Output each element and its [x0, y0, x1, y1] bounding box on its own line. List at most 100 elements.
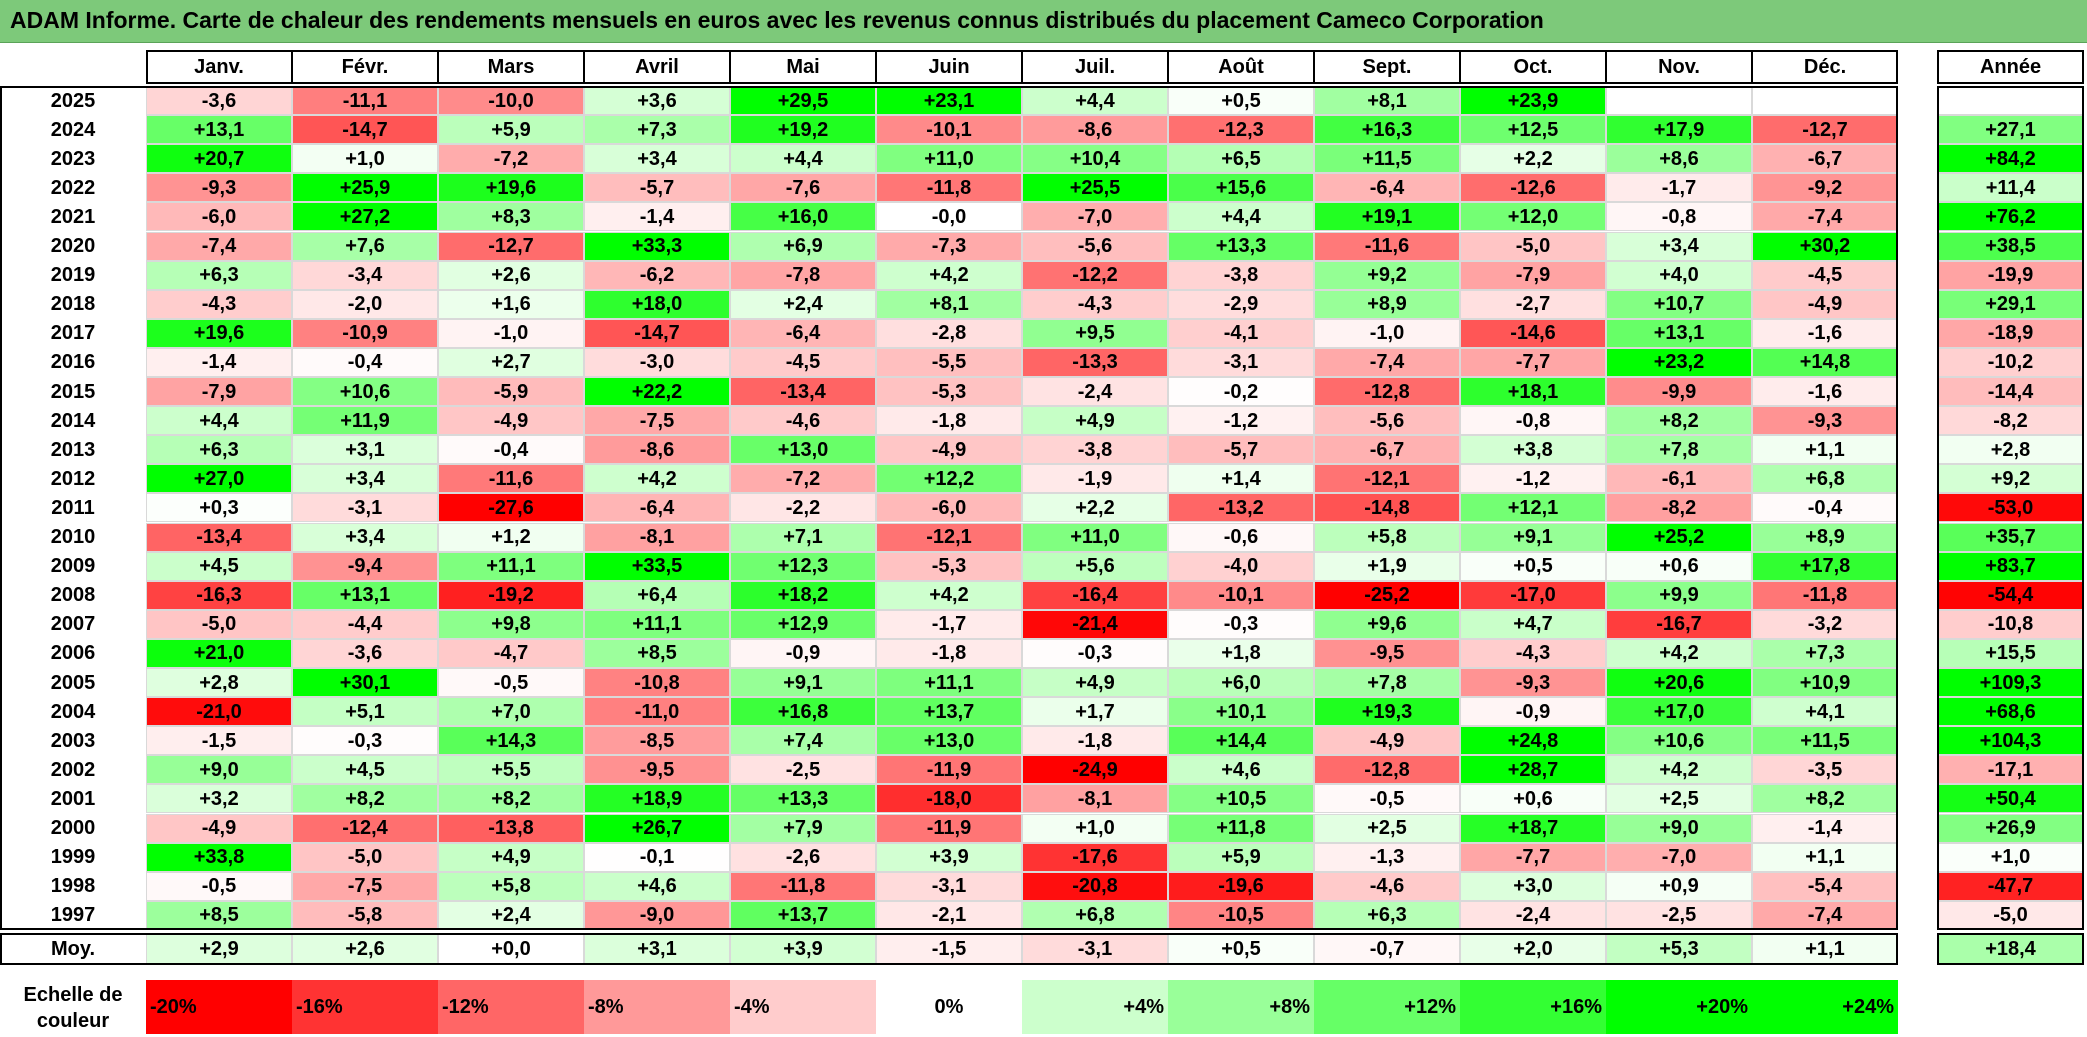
heatmap-cell: +12,1 — [1460, 493, 1606, 523]
heatmap-cell: -1,9 — [1022, 464, 1168, 494]
year-label: 1997 — [50, 904, 96, 927]
heatmap-cell: -10,5 — [1168, 900, 1314, 930]
annual-header: Année — [1937, 50, 2084, 84]
heatmap-cell: -8,6 — [584, 435, 730, 465]
heatmap-cell: +9,0 — [1606, 813, 1752, 843]
heatmap-cell: +10,6 — [292, 377, 438, 407]
heatmap-cell: -11,9 — [876, 755, 1022, 785]
month-header: Déc. — [1752, 50, 1898, 84]
heatmap-cell: -11,6 — [1314, 231, 1460, 261]
heatmap-cell: +4,4 — [1022, 86, 1168, 116]
average-cell: +0,0 — [438, 932, 584, 965]
heatmap-cell: +4,4 — [146, 406, 292, 436]
heatmap-cell: +21,0 — [146, 638, 292, 668]
heatmap-cell: -0,4 — [1752, 493, 1898, 523]
heatmap-cell: -11,8 — [876, 173, 1022, 203]
annual-cell: +84,2 — [1937, 144, 2084, 174]
heatmap-cell: -11,1 — [292, 86, 438, 116]
heatmap-cell: -21,4 — [1022, 609, 1168, 639]
heatmap-cell: -1,2 — [1168, 406, 1314, 436]
color-scale-step: -20% — [146, 980, 292, 1034]
heatmap-cell: +0,6 — [1460, 784, 1606, 814]
heatmap-cell: +4,4 — [1168, 202, 1314, 232]
heatmap-cell: +20,7 — [146, 144, 292, 174]
heatmap-cell: -1,0 — [1314, 318, 1460, 348]
heatmap-cell: -0,8 — [1606, 202, 1752, 232]
annual-cell: +104,3 — [1937, 726, 2084, 756]
heatmap-cell: -0,8 — [1460, 406, 1606, 436]
heatmap-cell: -4,9 — [1314, 726, 1460, 756]
heatmap-cell: +0,5 — [1460, 551, 1606, 581]
color-scale-step: -16% — [292, 980, 438, 1034]
heatmap-cell: -8,5 — [584, 726, 730, 756]
year-label: 2019 — [50, 264, 96, 287]
year-label: 2012 — [50, 467, 96, 490]
heatmap-cell: -7,7 — [1460, 842, 1606, 872]
heatmap-cell: -7,5 — [584, 406, 730, 436]
heatmap-cell: +11,1 — [438, 551, 584, 581]
heatmap-cell: -13,8 — [438, 813, 584, 843]
heatmap-cell: -10,1 — [1168, 580, 1314, 610]
heatmap-cell: -12,7 — [438, 231, 584, 261]
heatmap-cell: +4,0 — [1606, 260, 1752, 290]
heatmap-cell: +3,4 — [292, 464, 438, 494]
heatmap-cell: -1,8 — [876, 638, 1022, 668]
heatmap-cell: +23,9 — [1460, 86, 1606, 116]
heatmap-cell: -4,5 — [1752, 260, 1898, 290]
heatmap-cell: +3,0 — [1460, 871, 1606, 901]
heatmap-cell: -1,5 — [146, 726, 292, 756]
heatmap-cell: +9,1 — [1460, 522, 1606, 552]
heatmap-cell: -0,4 — [438, 435, 584, 465]
heatmap-cell: +6,3 — [1314, 900, 1460, 930]
heatmap-cell: -3,6 — [146, 86, 292, 116]
year-label: 2023 — [50, 147, 96, 170]
month-header: Mai — [730, 50, 876, 84]
heatmap-cell: +3,1 — [292, 435, 438, 465]
annual-cell: -54,4 — [1937, 580, 2084, 610]
heatmap-cell: -4,4 — [292, 609, 438, 639]
heatmap-cell: +16,8 — [730, 697, 876, 727]
month-header: Août — [1168, 50, 1314, 84]
heatmap-cell: -4,9 — [1752, 289, 1898, 319]
heatmap-cell: -16,3 — [146, 580, 292, 610]
heatmap-cell: -7,2 — [438, 144, 584, 174]
heatmap-cell: +6,8 — [1752, 464, 1898, 494]
heatmap-cell: -17,6 — [1022, 842, 1168, 872]
heatmap-cell: -1,4 — [584, 202, 730, 232]
heatmap-cell: +23,1 — [876, 86, 1022, 116]
heatmap-cell: -9,5 — [1314, 638, 1460, 668]
heatmap-cell: +4,6 — [1168, 755, 1314, 785]
heatmap-cell: -0,0 — [876, 202, 1022, 232]
heatmap-cell: +11,8 — [1168, 813, 1314, 843]
heatmap-cell: +11,5 — [1752, 726, 1898, 756]
heatmap-cell: -2,5 — [730, 755, 876, 785]
heatmap-cell: -4,7 — [438, 638, 584, 668]
heatmap-cell: -0,1 — [584, 842, 730, 872]
heatmap-cell: -7,0 — [1022, 202, 1168, 232]
heatmap-cell: +2,4 — [730, 289, 876, 319]
heatmap-cell: +16,3 — [1314, 115, 1460, 145]
heatmap-cell: -3,1 — [292, 493, 438, 523]
heatmap-cell: +7,3 — [1752, 638, 1898, 668]
heatmap-cell: +17,9 — [1606, 115, 1752, 145]
heatmap-cell: +4,5 — [292, 755, 438, 785]
heatmap-cell: -8,1 — [1022, 784, 1168, 814]
title-bar: ADAM Informe. Carte de chaleur des rende… — [0, 0, 2087, 43]
month-header: Nov. — [1606, 50, 1752, 84]
heatmap-cell: -14,8 — [1314, 493, 1460, 523]
heatmap-cell: -7,4 — [146, 231, 292, 261]
heatmap-cell: +18,9 — [584, 784, 730, 814]
annual-cell: -19,9 — [1937, 260, 2084, 290]
heatmap-cell: +4,2 — [876, 260, 1022, 290]
heatmap-cell: +8,3 — [438, 202, 584, 232]
heatmap-cell: -1,8 — [1022, 726, 1168, 756]
heatmap-cell: -4,3 — [1460, 638, 1606, 668]
heatmap-cell: -0,3 — [1022, 638, 1168, 668]
year-label: 2014 — [50, 409, 96, 432]
heatmap-cell: +13,3 — [1168, 231, 1314, 261]
heatmap-cell: -14,7 — [292, 115, 438, 145]
year-label: 2005 — [50, 671, 96, 694]
heatmap-cell: +2,7 — [438, 347, 584, 377]
heatmap-cell: +6,3 — [146, 435, 292, 465]
year-label: 2007 — [50, 613, 96, 636]
